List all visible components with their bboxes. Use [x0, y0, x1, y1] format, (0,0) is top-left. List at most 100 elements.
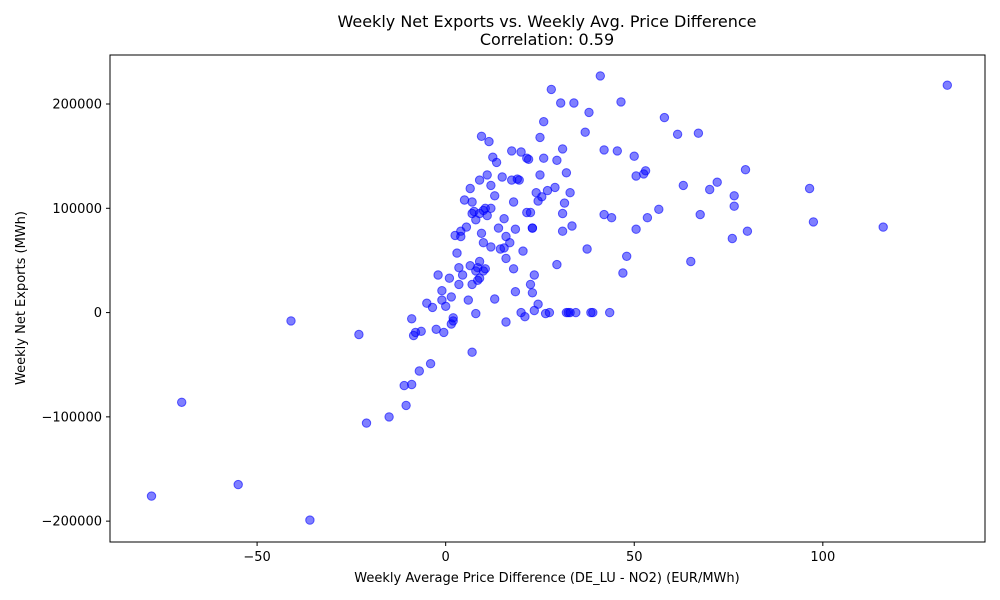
data-point — [480, 264, 490, 274]
data-point — [471, 308, 481, 319]
data-point — [695, 209, 705, 220]
data-point — [233, 479, 243, 490]
data-point — [520, 312, 530, 322]
data-point — [539, 117, 549, 127]
data-point — [461, 222, 472, 232]
data-point — [486, 242, 496, 252]
data-point — [729, 201, 739, 211]
data-point — [518, 246, 528, 256]
data-point — [439, 327, 449, 338]
data-point — [622, 251, 632, 261]
data-point — [550, 182, 560, 193]
data-point — [474, 256, 485, 267]
data-point — [491, 157, 502, 168]
data-point — [484, 136, 494, 147]
data-point — [407, 379, 417, 390]
data-point — [729, 191, 739, 201]
data-point — [463, 295, 473, 305]
data-point — [525, 207, 536, 218]
x-axis-label: Weekly Average Price Difference (DE_LU -… — [354, 571, 739, 586]
y-axis-ticks: −200000 −100000 0 100000 200000 — [41, 98, 110, 530]
data-point — [942, 80, 952, 90]
data-point — [177, 397, 187, 407]
data-point — [493, 223, 504, 233]
data-point — [467, 347, 477, 357]
data-point — [742, 226, 753, 236]
data-point — [416, 326, 426, 336]
data-point — [490, 294, 500, 304]
y-tick-label: 200000 — [52, 98, 102, 113]
data-point — [605, 307, 615, 318]
data-point — [384, 412, 394, 422]
data-point — [467, 197, 477, 207]
data-point — [565, 188, 575, 198]
data-point — [286, 316, 296, 326]
data-point — [482, 170, 492, 180]
data-point — [474, 175, 485, 185]
data-point — [465, 183, 475, 194]
data-point — [514, 175, 524, 185]
data-point — [672, 129, 683, 140]
data-point — [727, 233, 737, 244]
data-point — [533, 299, 543, 309]
data-points — [146, 71, 952, 525]
data-point — [659, 112, 670, 123]
data-point — [557, 226, 568, 236]
data-point — [427, 302, 438, 313]
data-point — [544, 307, 555, 318]
data-point — [527, 288, 538, 298]
x-tick-label: 100 — [810, 550, 835, 565]
plot-frame — [109, 54, 986, 543]
data-point — [557, 208, 568, 219]
y-tick-label: 100000 — [52, 202, 102, 217]
y-tick-label: 0 — [94, 306, 102, 321]
data-point — [499, 214, 509, 224]
data-point — [595, 71, 605, 81]
data-point — [537, 192, 547, 202]
data-point — [516, 147, 526, 157]
data-point — [535, 170, 545, 180]
data-point — [642, 213, 653, 223]
data-point — [476, 131, 487, 142]
data-point — [606, 213, 617, 223]
data-point — [557, 144, 568, 154]
data-point — [693, 128, 704, 138]
data-point — [501, 317, 511, 327]
data-point — [705, 184, 715, 195]
y-tick-label: −100000 — [41, 410, 102, 425]
data-point — [616, 97, 626, 107]
data-point — [146, 491, 157, 501]
data-point — [580, 127, 590, 137]
chart-title: Weekly Net Exports vs. Weekly Avg. Price… — [337, 12, 756, 31]
data-point — [510, 287, 521, 297]
data-point — [618, 268, 628, 278]
data-point — [452, 248, 462, 258]
data-point — [556, 98, 566, 108]
data-point — [588, 307, 598, 318]
x-tick-label: 50 — [626, 550, 643, 565]
data-point — [448, 313, 458, 323]
data-point — [457, 270, 468, 280]
data-point — [631, 171, 641, 181]
data-point — [546, 84, 556, 95]
data-point — [552, 155, 562, 166]
data-point — [474, 273, 485, 283]
data-point — [446, 292, 456, 302]
data-point — [505, 238, 515, 248]
data-point — [476, 228, 487, 239]
data-point — [686, 256, 696, 267]
x-tick-label: 0 — [442, 550, 450, 565]
data-point — [437, 286, 447, 296]
data-point — [539, 153, 549, 163]
data-point — [567, 221, 577, 231]
data-point — [501, 253, 511, 264]
data-point — [612, 146, 622, 156]
data-point — [454, 279, 464, 290]
data-point — [525, 279, 536, 290]
y-axis-label: Weekly Net Exports (MWh) — [14, 211, 29, 385]
x-tick-label: −50 — [243, 550, 270, 565]
data-point — [508, 264, 519, 274]
data-point — [561, 168, 572, 178]
data-point — [678, 180, 688, 191]
